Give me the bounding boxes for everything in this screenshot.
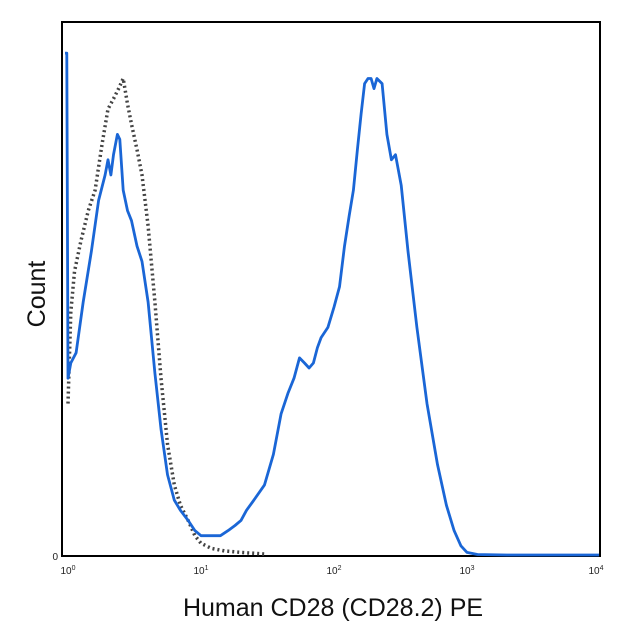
x-axis-ticks: 100 101 102 103 104: [60, 565, 603, 577]
y-axis-ticks: 0: [52, 552, 58, 563]
x-tick-label: 101: [193, 565, 208, 577]
x-tick-label: 103: [459, 565, 474, 577]
y-axis-title: Count: [23, 261, 51, 328]
x-axis-title: Human CD28 (CD28.2) PE: [183, 594, 483, 622]
series-line-dotted: [66, 76, 265, 556]
series-line-solid: [65, 51, 599, 557]
plot-area: [61, 21, 601, 557]
x-tick-label: 104: [588, 565, 603, 577]
series-layer: [65, 51, 599, 557]
y-tick-label: 0: [52, 552, 58, 563]
plot-frame: [61, 21, 601, 557]
x-tick-label: 100: [60, 565, 75, 577]
x-tick-label: 102: [326, 565, 341, 577]
